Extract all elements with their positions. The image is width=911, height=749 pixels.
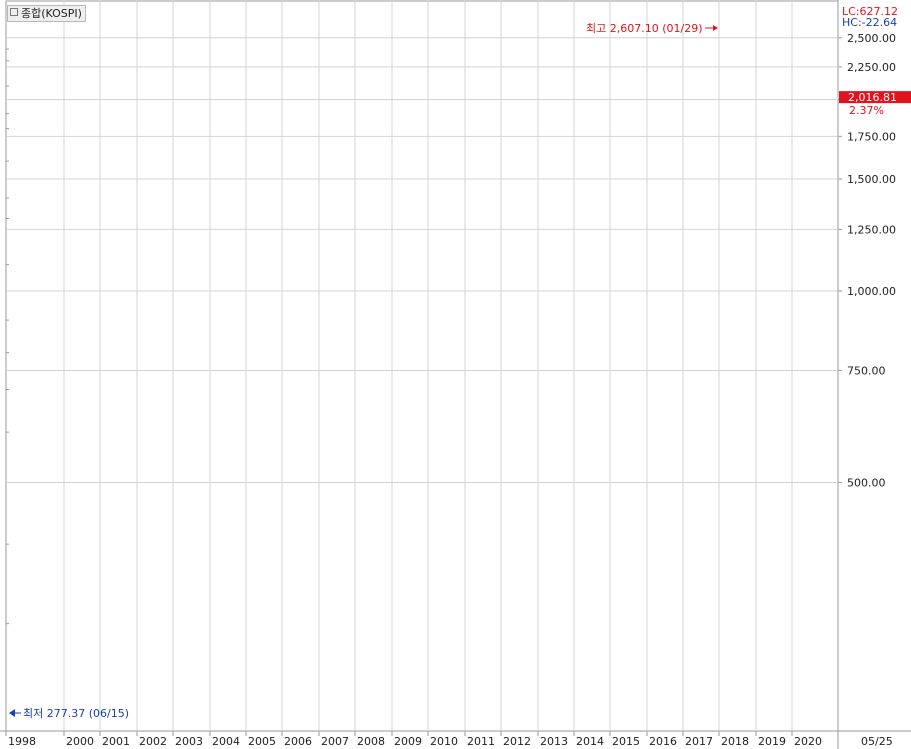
y-tick-label-1750: 1,750.00 (847, 130, 896, 143)
x-tick-label-2005: 2005 (248, 735, 276, 748)
x-tick-label-2012: 2012 (503, 735, 531, 748)
y-tick-label-500: 500.00 (847, 476, 886, 489)
plot-frame (5, 0, 839, 732)
x-tick-label-2008: 2008 (357, 735, 385, 748)
x-tick-label-2001: 2001 (102, 735, 130, 748)
title-square-icon (10, 8, 18, 16)
x-extra-label: 05/25 (861, 735, 893, 748)
last-price-label: 2,016.81 (848, 91, 897, 104)
x-tick-label-2009: 2009 (394, 735, 422, 748)
x-tick-label-2006: 2006 (284, 735, 312, 748)
y-tick-label-750: 750.00 (847, 364, 886, 377)
x-tick-label-2002: 2002 (139, 735, 167, 748)
y-tick-label-2500: 2,500.00 (847, 32, 896, 45)
x-tick-label-1998: 1998 (8, 735, 36, 748)
x-tick-label-2011: 2011 (467, 735, 495, 748)
y-tick-label-1000: 1,000.00 (847, 285, 896, 298)
x-tick-label-2013: 2013 (540, 735, 568, 748)
x-tick-label-2015: 2015 (612, 735, 640, 748)
last-price-box (839, 91, 911, 104)
x-tick-label-2004: 2004 (212, 735, 240, 748)
y-tick-label-1500: 1,500.00 (847, 173, 896, 186)
x-tick-label-2020: 2020 (794, 735, 822, 748)
last-change-label: 2.37% (849, 104, 884, 117)
high-arrow-head (713, 25, 718, 31)
x-tick-label-2003: 2003 (175, 735, 203, 748)
x-tick-label-2007: 2007 (321, 735, 349, 748)
high-annotation: 최고 2,607.10 (01/29) (586, 22, 703, 35)
x-tick-label-2018: 2018 (721, 735, 749, 748)
x-tick-label-2016: 2016 (649, 735, 677, 748)
y-tick-label-2250: 2,250.00 (847, 61, 896, 74)
x-tick-label-2017: 2017 (685, 735, 713, 748)
low-annotation: 최저 277.37 (06/15) (23, 707, 129, 720)
lc-label: LC:627.12 (842, 5, 899, 18)
x-tick-label-2014: 2014 (576, 735, 604, 748)
x-tick-label-2010: 2010 (430, 735, 458, 748)
chart-title: 종합(KOSPI) (21, 7, 82, 20)
x-tick-label-2000: 2000 (66, 735, 94, 748)
hc-label: HC:-22.64 (842, 16, 898, 29)
y-tick-label-1250: 1,250.00 (847, 223, 896, 236)
x-tick-label-2019: 2019 (758, 735, 786, 748)
chart-title-box[interactable]: 종합(KOSPI) (7, 5, 86, 22)
